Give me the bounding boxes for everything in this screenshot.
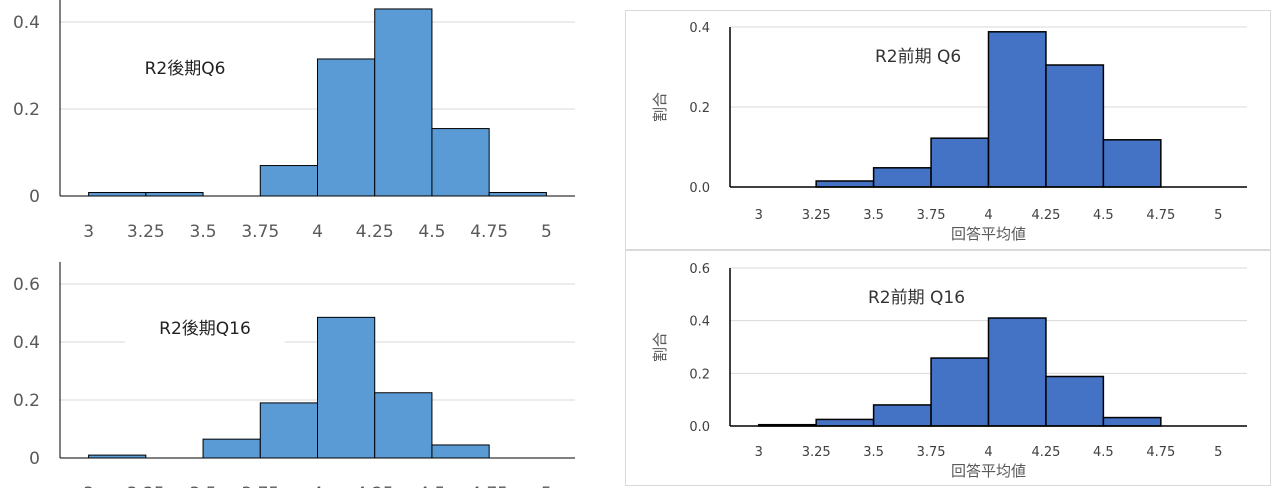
histogram-bar: [488, 192, 547, 197]
histogram-bar: [317, 58, 376, 197]
title-backdrop: [125, 308, 285, 352]
x-tick-label: 3.25: [127, 484, 165, 488]
x-tick-label: 3.25: [802, 208, 831, 223]
chart-title: R2後期Q16: [159, 319, 251, 339]
x-tick-label: 3.75: [917, 445, 946, 460]
histogram-r2-early-q16: 0.0 0.2 0.4 0.6 3 3.25 3.5 3.75 4 4.25 4.5 4.75 5 R2前…: [625, 250, 1271, 486]
x-tick-label: 4.5: [418, 222, 445, 242]
histogram-r2-late-q16: 0 0.2 0.4 0.6 3 3.25 3.5 3.75 4 4.25 4.5 4.75 5 R2後期Q…: [13, 262, 575, 488]
y-tick-label: 0: [29, 187, 40, 207]
y-tick-label: 0.4: [689, 21, 710, 36]
y-tick-label: 0.2: [13, 100, 40, 120]
histogram-bar: [374, 392, 433, 459]
y-tick-label: 0: [29, 449, 40, 469]
chart-panel-r2-early-q6: 0.0 0.2 0.4 3 3.25 3.5 3.75 4 4.25 4.5 4.75 5 R2前期 Q…: [625, 10, 1271, 250]
chart-panel-r2-late-q6: 0 0.2 0.4 3 3.25 3.5 3.75 4 4.25 4.5 4.75 5 R2後期Q6: [0, 0, 600, 245]
histogram-bar: [1045, 64, 1105, 188]
histogram-r2-late-q6: 0 0.2 0.4 3 3.25 3.5 3.75 4 4.25 4.5 4.75 5 R2後期Q6: [13, 0, 575, 242]
x-tick-label: 3: [755, 208, 763, 223]
y-tick-label: 0.4: [13, 13, 40, 33]
histogram-bar: [1102, 139, 1162, 188]
histogram-bar: [145, 192, 204, 197]
x-tick-label: 4.75: [470, 484, 508, 488]
x-tick-label: 5: [1214, 445, 1222, 460]
chart-title: R2後期Q6: [145, 59, 226, 79]
histogram-bar: [259, 165, 318, 197]
y-tick-label: 0.2: [689, 101, 710, 116]
y-tick-label: 0.2: [13, 391, 40, 411]
histogram-bar: [88, 192, 147, 197]
y-tick-label: 0.4: [13, 333, 40, 353]
x-tick-label: 5: [1214, 208, 1222, 223]
chart-border: [625, 10, 1271, 250]
histogram-bar: [259, 402, 318, 459]
x-tick-label: 3.25: [127, 222, 165, 242]
x-tick-label: 3.5: [190, 484, 217, 488]
y-tick-label: 0.4: [689, 315, 710, 330]
histogram-bar: [987, 31, 1047, 188]
x-tick-label: 3.75: [917, 208, 946, 223]
histogram-bar: [1102, 416, 1162, 427]
histogram-bar: [202, 438, 261, 459]
histogram-bar: [930, 357, 990, 427]
x-tick-label: 3: [83, 484, 94, 488]
x-tick-label: 3.25: [802, 445, 831, 460]
histogram-bar: [872, 167, 932, 188]
histogram-bar: [374, 8, 433, 197]
chart-border: [625, 250, 1271, 486]
x-tick-label: 3: [83, 222, 94, 242]
y-axis-title: 割合: [651, 332, 669, 362]
histogram-bar: [930, 137, 990, 188]
y-tick-label: 0.0: [689, 181, 710, 196]
x-tick-label: 4.25: [1031, 208, 1060, 223]
x-tick-label: 4: [312, 484, 323, 488]
x-tick-label: 3.5: [863, 208, 884, 223]
x-tick-label: 3.5: [190, 222, 217, 242]
x-tick-label: 4.75: [1146, 445, 1175, 460]
x-tick-label: 4.5: [1093, 445, 1114, 460]
x-tick-label: 3.75: [241, 222, 279, 242]
histogram-bar: [987, 317, 1047, 427]
y-tick-label: 0.2: [689, 367, 710, 382]
x-tick-label: 4.5: [418, 484, 445, 488]
x-tick-label: 5: [541, 222, 552, 242]
chart-title: R2前期 Q16: [868, 288, 965, 308]
x-axis-title: 回答平均値: [951, 462, 1026, 480]
y-tick-label: 0.6: [689, 262, 710, 277]
histogram-bar: [431, 128, 490, 197]
x-tick-label: 4: [984, 445, 992, 460]
histogram-bar: [815, 418, 875, 427]
chart-panel-r2-late-q16: 0 0.2 0.4 0.6 3 3.25 3.5 3.75 4 4.25 4.5 4.75 5 R2後期Q…: [0, 262, 600, 488]
y-tick-label: 0.0: [689, 420, 710, 435]
x-tick-label: 4: [984, 208, 992, 223]
x-tick-label: 4: [312, 222, 323, 242]
chart-title: R2前期 Q6: [875, 47, 961, 67]
histogram-bar: [1045, 375, 1105, 427]
y-axis-title: 割合: [651, 92, 669, 122]
x-tick-label: 4.75: [470, 222, 508, 242]
x-tick-label: 3.5: [863, 445, 884, 460]
x-tick-label: 4.75: [1146, 208, 1175, 223]
y-tick-label: 0.6: [13, 275, 40, 295]
x-tick-label: 3.75: [241, 484, 279, 488]
histogram-bar: [815, 180, 875, 188]
x-tick-label: 4.25: [1031, 445, 1060, 460]
histogram-r2-early-q6: 0.0 0.2 0.4 3 3.25 3.5 3.75 4 4.25 4.5 4.75 5 R2前期 Q…: [625, 10, 1271, 250]
x-tick-label: 3: [755, 445, 763, 460]
x-axis-title: 回答平均値: [951, 225, 1026, 243]
histogram-bar: [872, 404, 932, 427]
x-tick-label: 4.25: [356, 484, 394, 488]
x-tick-label: 4.5: [1093, 208, 1114, 223]
x-tick-label: 4.25: [356, 222, 394, 242]
x-tick-label: 5: [541, 484, 552, 488]
chart-panel-r2-early-q16: 0.0 0.2 0.4 0.6 3 3.25 3.5 3.75 4 4.25 4.5 4.75 5 R2前…: [625, 250, 1271, 486]
histogram-bar: [317, 316, 376, 459]
histogram-bar: [431, 444, 490, 459]
